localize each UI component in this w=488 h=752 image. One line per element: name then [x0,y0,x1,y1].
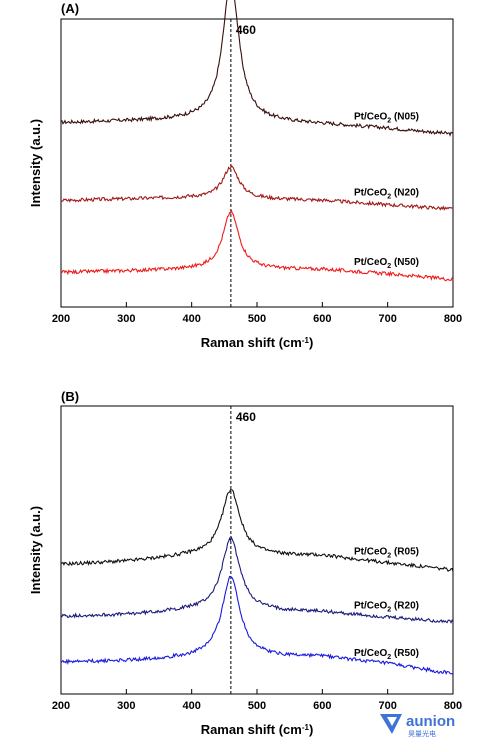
x-tick-label: 600 [313,313,331,325]
series-label: Pt/CeO2 (R20) [354,601,419,614]
series-line [60,488,454,572]
panel-label: (B) [61,389,79,404]
logo-mark-icon-inner [387,717,397,726]
x-tick-label: 600 [313,700,331,712]
x-tick-label: 400 [182,700,200,712]
x-tick-label: 700 [378,700,396,712]
x-tick-label: 800 [444,313,462,325]
series-label: Pt/CeO2 (R05) [354,546,419,559]
series-label: Pt/CeO2 (N20) [354,188,419,201]
y-axis-title: Intensity (a.u.) [28,119,43,207]
x-tick-label: 300 [117,313,135,325]
panel-label: (A) [61,1,79,16]
x-tick-label: 500 [248,700,266,712]
panel-a: (A) 200 300 400 500 600 700 800 Raman shift (cm-… [28,0,462,350]
x-tick-label: 200 [52,700,70,712]
series-line [60,209,454,282]
x-tick-label: 500 [248,313,266,325]
reference-line-label: 460 [236,410,256,424]
x-tick-label: 700 [378,313,396,325]
panel-b: (B) 200 300 400 500 600 700 800 Raman shift (cm-… [28,389,462,737]
series-line [60,164,454,211]
x-tick-label: 200 [52,313,70,325]
series-label: Pt/CeO2 (N50) [354,257,419,270]
x-axis-title: Raman shift (cm-1) [201,722,314,737]
series-line [60,575,454,676]
series-line [60,536,454,624]
reference-line-label: 460 [236,23,256,37]
logo-subtitle: 昊量光电 [408,729,436,738]
logo-brand: aunion [406,713,455,730]
x-tick-label: 300 [117,700,135,712]
x-axis-title: Raman shift (cm-1) [201,335,314,350]
series-label: Pt/CeO2 (R50) [354,648,419,661]
series-line [60,0,454,137]
x-tick-label: 800 [444,700,462,712]
series-label: Pt/CeO2 (N05) [354,112,419,125]
y-axis-title: Intensity (a.u.) [28,506,43,594]
aunion-logo: aunion 昊量光电 [380,713,455,738]
x-tick-label: 400 [182,313,200,325]
